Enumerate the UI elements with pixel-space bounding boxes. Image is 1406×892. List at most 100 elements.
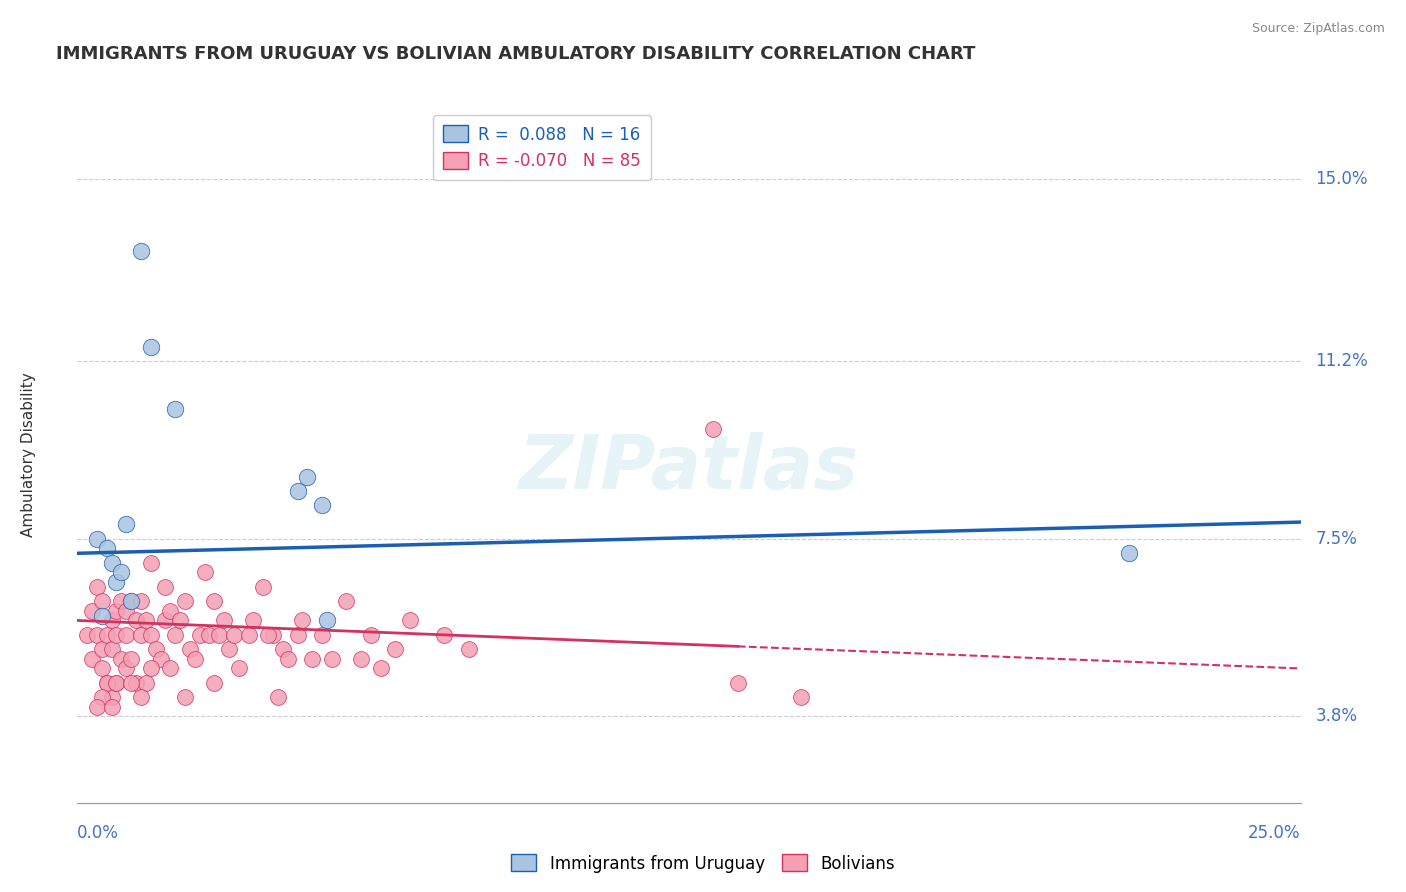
Point bbox=[727, 676, 749, 690]
Point bbox=[115, 604, 138, 618]
Point bbox=[86, 532, 108, 546]
Point bbox=[129, 628, 152, 642]
Text: 0.0%: 0.0% bbox=[77, 824, 120, 842]
Point bbox=[202, 594, 225, 608]
Point bbox=[125, 614, 148, 628]
Point bbox=[702, 421, 724, 435]
Point bbox=[360, 628, 382, 642]
Text: IMMIGRANTS FROM URUGUAY VS BOLIVIAN AMBULATORY DISABILITY CORRELATION CHART: IMMIGRANTS FROM URUGUAY VS BOLIVIAN AMBU… bbox=[56, 45, 976, 62]
Point bbox=[301, 652, 323, 666]
Point bbox=[90, 608, 112, 623]
Point bbox=[129, 244, 152, 258]
Point bbox=[1118, 546, 1140, 560]
Point bbox=[287, 628, 309, 642]
Point bbox=[125, 676, 148, 690]
Point bbox=[135, 676, 157, 690]
Point bbox=[135, 614, 157, 628]
Point bbox=[139, 628, 162, 642]
Point bbox=[100, 699, 122, 714]
Point bbox=[96, 628, 118, 642]
Point bbox=[287, 483, 309, 498]
Point bbox=[212, 614, 235, 628]
Point bbox=[165, 628, 187, 642]
Point bbox=[115, 661, 138, 675]
Point bbox=[120, 594, 142, 608]
Point bbox=[433, 628, 456, 642]
Point bbox=[335, 594, 357, 608]
Text: ZIPatlas: ZIPatlas bbox=[519, 433, 859, 506]
Point bbox=[198, 628, 221, 642]
Point bbox=[86, 628, 108, 642]
Point bbox=[311, 628, 333, 642]
Point bbox=[129, 690, 152, 705]
Point bbox=[90, 642, 112, 657]
Legend: R =  0.088   N = 16, R = -0.070   N = 85: R = 0.088 N = 16, R = -0.070 N = 85 bbox=[433, 115, 651, 180]
Point bbox=[228, 661, 250, 675]
Point bbox=[105, 604, 128, 618]
Text: 7.5%: 7.5% bbox=[1315, 530, 1357, 548]
Point bbox=[100, 556, 122, 570]
Legend: Immigrants from Uruguay, Bolivians: Immigrants from Uruguay, Bolivians bbox=[505, 847, 901, 880]
Point bbox=[315, 614, 337, 628]
Point bbox=[139, 556, 162, 570]
Point bbox=[100, 614, 122, 628]
Point bbox=[267, 690, 290, 705]
Point bbox=[90, 661, 112, 675]
Point bbox=[184, 652, 207, 666]
Point bbox=[457, 642, 479, 657]
Point bbox=[242, 614, 264, 628]
Point bbox=[790, 690, 813, 705]
Point bbox=[96, 676, 118, 690]
Point bbox=[96, 676, 118, 690]
Text: 11.2%: 11.2% bbox=[1315, 352, 1368, 370]
Point bbox=[399, 614, 422, 628]
Point bbox=[105, 628, 128, 642]
Point bbox=[86, 580, 108, 594]
Point bbox=[271, 642, 294, 657]
Point bbox=[96, 541, 118, 556]
Point bbox=[110, 566, 132, 580]
Point bbox=[105, 676, 128, 690]
Text: 25.0%: 25.0% bbox=[1249, 824, 1301, 842]
Text: 3.8%: 3.8% bbox=[1315, 707, 1357, 725]
Point bbox=[159, 661, 181, 675]
Point bbox=[76, 628, 98, 642]
Point bbox=[188, 628, 211, 642]
Text: Source: ZipAtlas.com: Source: ZipAtlas.com bbox=[1251, 22, 1385, 36]
Point bbox=[222, 628, 245, 642]
Point bbox=[257, 628, 280, 642]
Point bbox=[120, 594, 142, 608]
Point bbox=[238, 628, 260, 642]
Point bbox=[155, 580, 177, 594]
Point bbox=[179, 642, 201, 657]
Point bbox=[384, 642, 406, 657]
Point bbox=[262, 628, 284, 642]
Point bbox=[115, 517, 138, 532]
Point bbox=[321, 652, 343, 666]
Point bbox=[311, 498, 333, 512]
Point bbox=[218, 642, 240, 657]
Point bbox=[100, 642, 122, 657]
Point bbox=[370, 661, 392, 675]
Point bbox=[129, 594, 152, 608]
Point bbox=[100, 690, 122, 705]
Point bbox=[174, 594, 197, 608]
Point bbox=[208, 628, 231, 642]
Text: Ambulatory Disability: Ambulatory Disability bbox=[21, 373, 37, 537]
Point bbox=[169, 614, 191, 628]
Point bbox=[105, 575, 128, 590]
Point bbox=[252, 580, 274, 594]
Point bbox=[80, 652, 103, 666]
Point bbox=[86, 699, 108, 714]
Point bbox=[297, 469, 319, 483]
Point bbox=[149, 652, 172, 666]
Point bbox=[110, 652, 132, 666]
Point bbox=[139, 340, 162, 354]
Point bbox=[202, 676, 225, 690]
Point bbox=[165, 402, 187, 417]
Point bbox=[145, 642, 167, 657]
Point bbox=[105, 676, 128, 690]
Point bbox=[291, 614, 314, 628]
Point bbox=[90, 690, 112, 705]
Point bbox=[277, 652, 299, 666]
